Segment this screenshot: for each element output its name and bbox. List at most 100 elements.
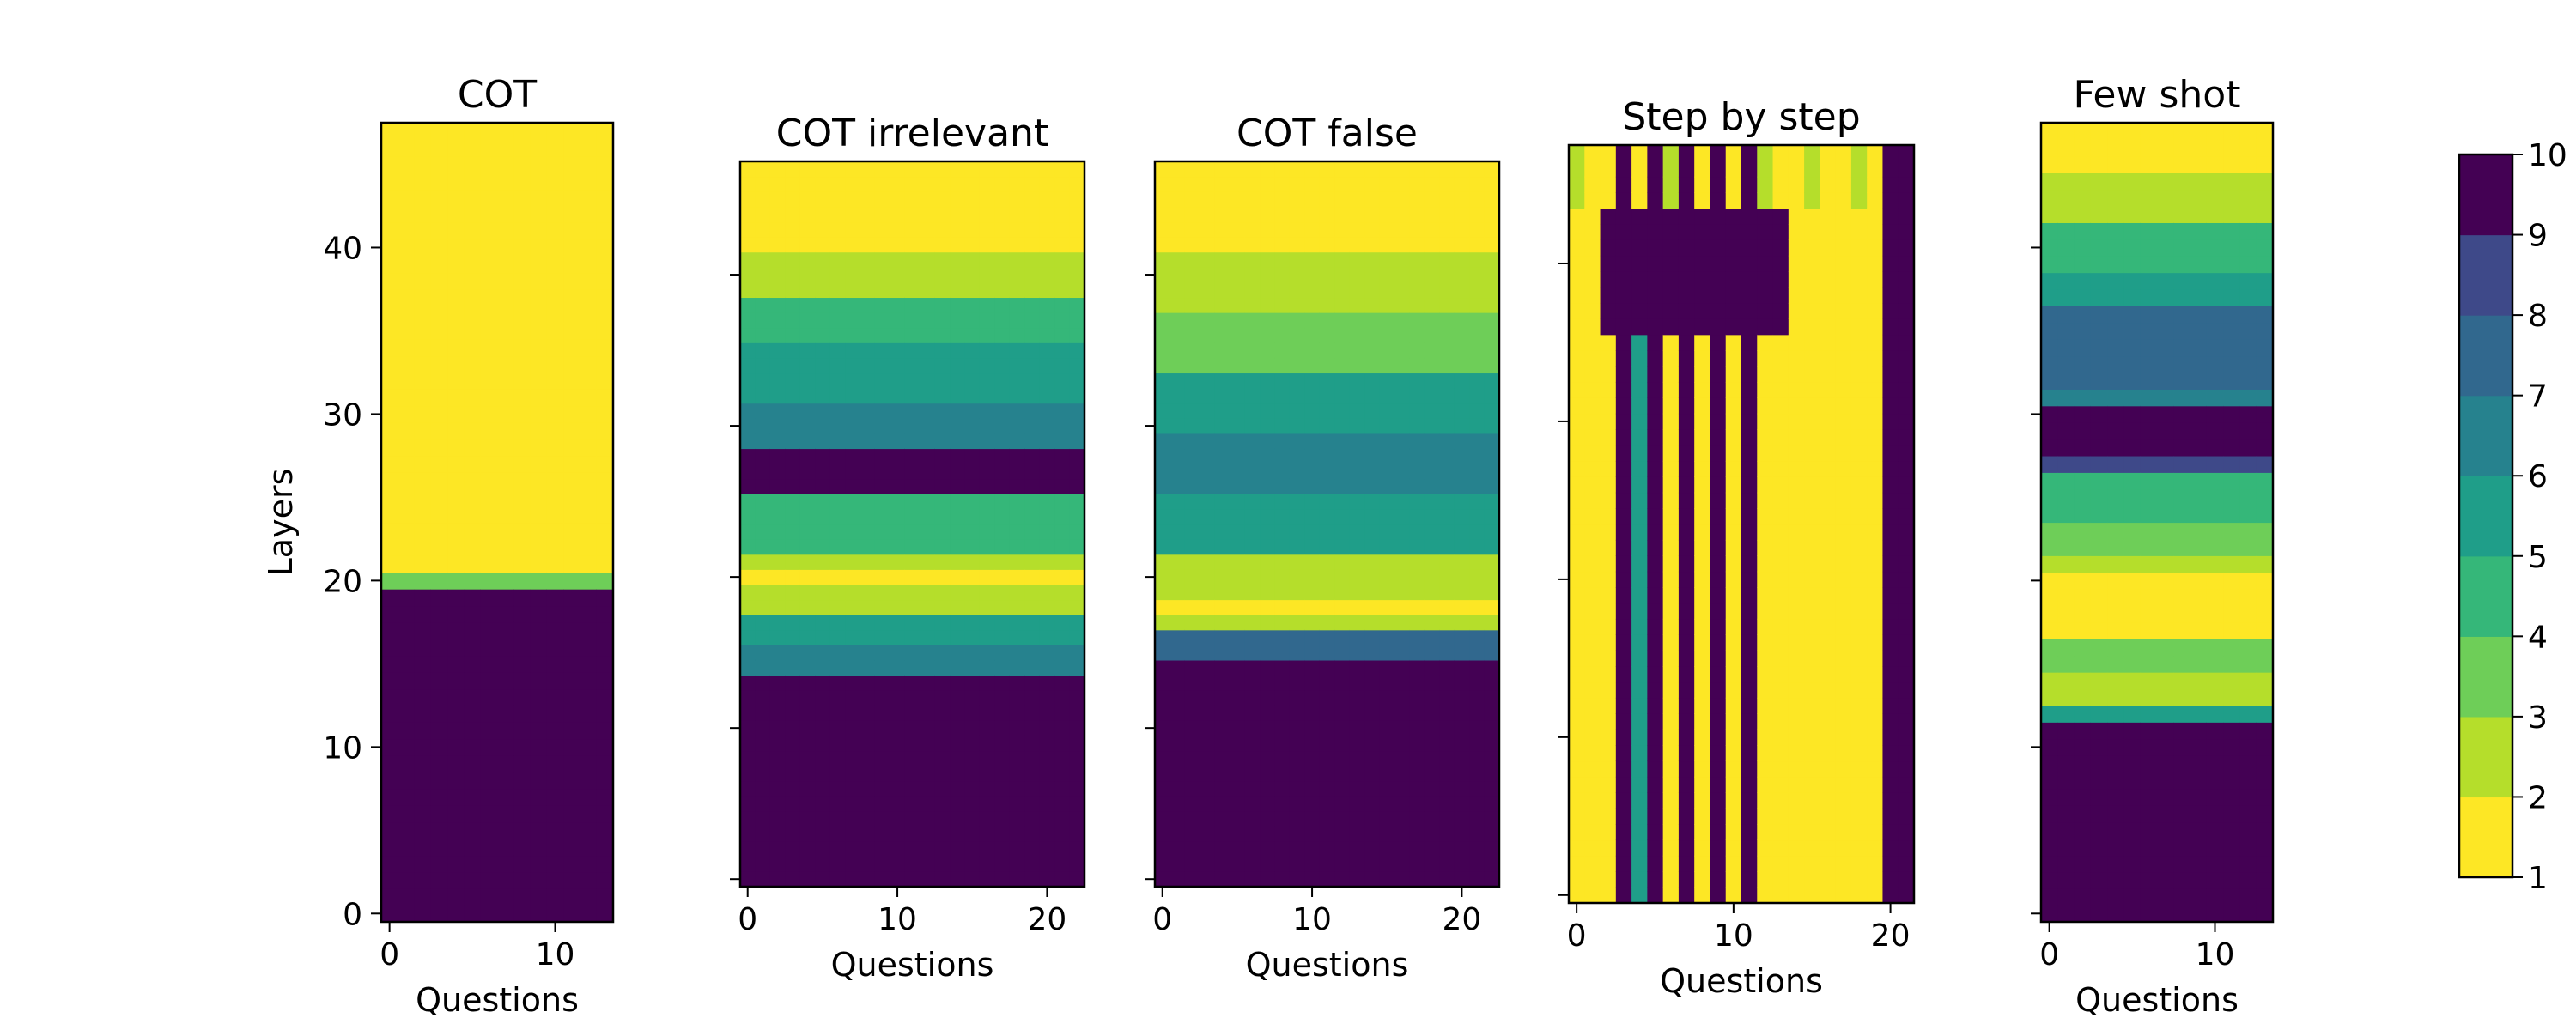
heatmap-cell — [1569, 413, 1585, 430]
heatmap-cell — [1772, 445, 1789, 462]
heatmap-cell — [1394, 584, 1410, 601]
heatmap-cell — [799, 357, 816, 374]
heatmap-cell — [1260, 629, 1276, 645]
heatmap-cell — [2157, 455, 2174, 473]
heatmap-cell — [596, 405, 614, 423]
heatmap-cell — [480, 155, 498, 173]
heatmap-cell — [829, 690, 846, 706]
heatmap-cell — [1009, 342, 1025, 359]
heatmap-cell — [580, 472, 598, 490]
heatmap-cell — [1170, 312, 1186, 329]
heatmap-cell — [815, 418, 831, 434]
heatmap-cell — [1304, 615, 1321, 631]
heatmap-cell — [1600, 397, 1617, 415]
heatmap-cell — [1155, 569, 1171, 585]
heatmap-cell — [1260, 871, 1276, 888]
heatmap-cell — [398, 888, 416, 906]
heatmap-cell — [2123, 355, 2142, 373]
heatmap-cell — [1304, 342, 1321, 359]
heatmap-cell — [563, 139, 581, 157]
heatmap-cell — [2157, 705, 2174, 723]
heatmap-cell — [1804, 145, 1820, 161]
heatmap-cell — [1424, 297, 1440, 313]
heatmap-cell — [860, 403, 876, 419]
heatmap-cell — [799, 720, 816, 736]
heatmap-cell — [1230, 615, 1246, 631]
heatmap-cell — [1349, 478, 1365, 494]
heatmap-cell — [1662, 239, 1680, 257]
heatmap-cell — [530, 871, 548, 889]
heatmap-cell — [1170, 705, 1186, 721]
heatmap-cell — [950, 750, 966, 766]
heatmap-cell — [815, 720, 831, 736]
heatmap-cell — [1200, 478, 1216, 494]
heatmap-cell — [480, 422, 498, 440]
heatmap-cell — [1260, 176, 1276, 192]
heatmap-cell — [785, 659, 801, 676]
heatmap-cell — [1615, 839, 1632, 857]
heatmap-cell — [447, 522, 465, 540]
heatmap-cell — [2140, 422, 2158, 440]
heatmap-cell — [1600, 161, 1617, 178]
heatmap-cell — [1424, 403, 1440, 419]
heatmap-cell — [1364, 494, 1381, 510]
heatmap-cell — [1260, 478, 1276, 494]
heatmap-cell — [1788, 145, 1805, 161]
heatmap-cell — [2206, 639, 2224, 657]
heatmap-cell — [1678, 397, 1695, 415]
heatmap-cell — [815, 810, 831, 827]
heatmap-cell — [1569, 539, 1585, 556]
heatmap-cell — [1039, 615, 1055, 631]
heatmap-cell — [513, 538, 532, 556]
heatmap-cell — [904, 659, 920, 676]
heatmap-cell — [1867, 539, 1884, 556]
heatmap-cell — [1394, 312, 1410, 329]
heatmap-cell — [1200, 675, 1216, 691]
heatmap-cell — [1882, 808, 1899, 825]
heatmap-cell — [2123, 572, 2142, 590]
heatmap-cell — [530, 621, 548, 639]
heatmap-cell — [815, 796, 831, 812]
heatmap-cell — [1850, 208, 1868, 225]
heatmap-cell — [1741, 318, 1758, 336]
heatmap-cell — [1694, 555, 1711, 573]
heatmap-cell — [2239, 306, 2257, 324]
heatmap-cell — [1304, 448, 1321, 464]
heatmap-cell — [2157, 123, 2174, 140]
heatmap-cell — [2107, 639, 2125, 657]
heatmap-cell — [2190, 455, 2208, 473]
heatmap-cell — [1662, 445, 1680, 462]
heatmap-cell — [2107, 139, 2125, 157]
heatmap-cell — [2090, 189, 2108, 207]
heatmap-cell — [1741, 571, 1758, 588]
heatmap-cell — [874, 508, 890, 525]
heatmap-cell — [447, 389, 465, 407]
heatmap-cell — [1469, 645, 1485, 661]
heatmap-cell — [1379, 569, 1395, 585]
heatmap-cell — [530, 655, 548, 673]
heatmap-cell — [1804, 161, 1820, 178]
heatmap-cell — [1772, 539, 1789, 556]
heatmap-cell — [1882, 745, 1899, 762]
heatmap-cell — [381, 722, 398, 740]
heatmap-cell — [2090, 288, 2108, 306]
heatmap-cell — [398, 538, 416, 556]
y-tick-label: 20 — [323, 564, 362, 599]
heatmap-cell — [447, 422, 465, 440]
heatmap-cell — [994, 735, 1011, 752]
heatmap-cell — [1054, 871, 1071, 888]
heatmap-cell — [2123, 655, 2142, 673]
heatmap-cell — [1155, 297, 1171, 313]
heatmap-cell — [1757, 792, 1774, 809]
heatmap-cell — [2090, 256, 2108, 274]
heatmap-cell — [755, 871, 771, 888]
heatmap-cell — [1439, 826, 1455, 842]
heatmap-cell — [447, 472, 465, 490]
heatmap-cell — [1069, 494, 1085, 510]
heatmap-cell — [979, 297, 995, 313]
heatmap-cell — [2239, 272, 2257, 290]
heatmap-cell — [769, 524, 786, 540]
heatmap-cell — [1200, 720, 1216, 736]
heatmap-cell — [994, 780, 1011, 797]
heatmap-cell — [934, 780, 951, 797]
